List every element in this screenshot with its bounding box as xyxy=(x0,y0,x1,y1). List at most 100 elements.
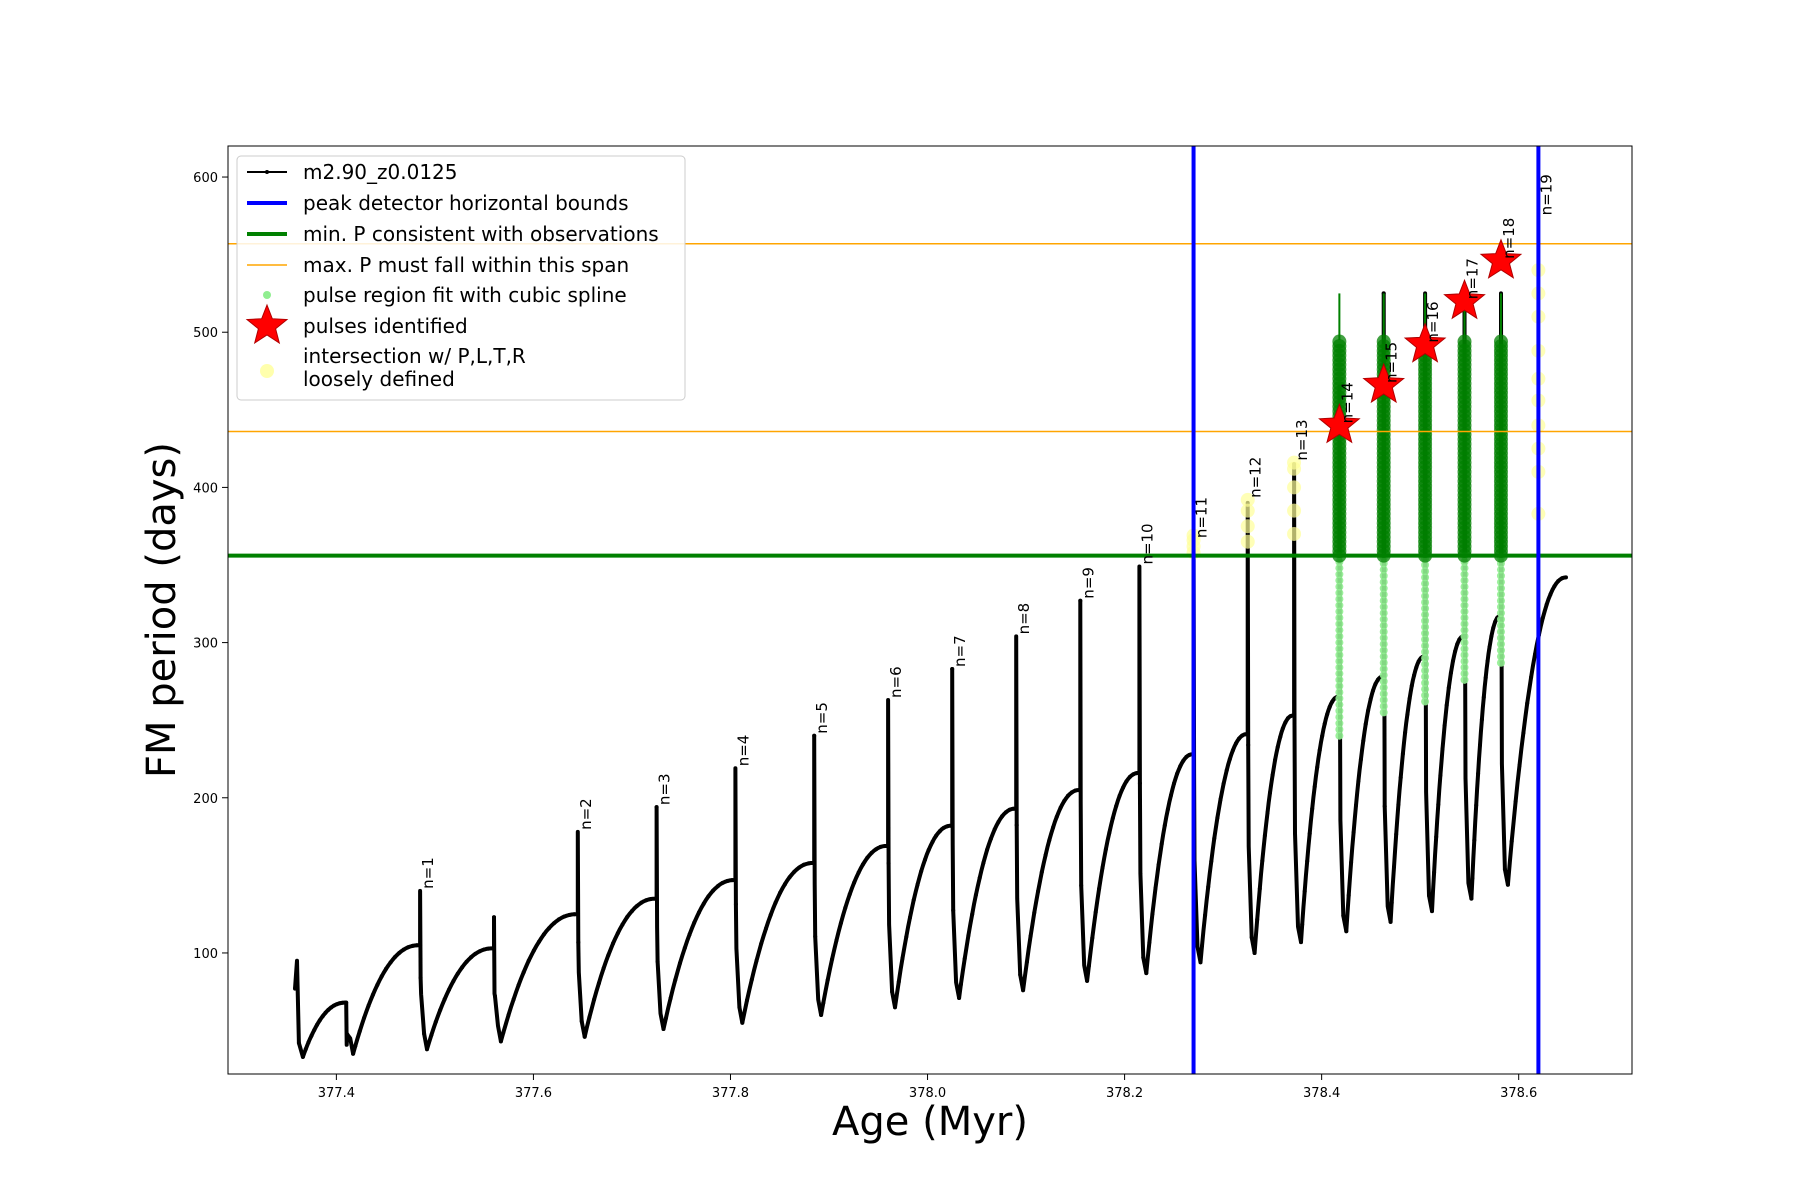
series-point xyxy=(1003,810,1008,815)
series-point xyxy=(663,1016,668,1021)
series-point xyxy=(1432,870,1437,875)
series-point xyxy=(847,892,852,897)
spline-point-light xyxy=(1379,615,1388,624)
series-point xyxy=(418,943,423,948)
series-point xyxy=(1156,862,1161,867)
series-point xyxy=(1398,775,1403,780)
series-point xyxy=(1144,971,1149,976)
spline-point-light xyxy=(1335,688,1344,697)
spline-point-light xyxy=(1460,644,1469,653)
series-point xyxy=(1153,886,1158,891)
series-point xyxy=(1478,743,1482,748)
spline-point-light xyxy=(1335,601,1344,610)
spline-point-light xyxy=(1460,669,1469,678)
series-point xyxy=(908,915,912,920)
legend-label: pulses identified xyxy=(303,314,468,338)
series-point xyxy=(606,953,611,958)
series-point xyxy=(1230,748,1235,753)
spline-point-light xyxy=(1335,731,1344,740)
series-point xyxy=(1525,701,1530,706)
series-point xyxy=(575,912,580,917)
series-point xyxy=(950,667,955,671)
series-point xyxy=(531,948,536,953)
spline-point-light xyxy=(1379,590,1388,599)
x-tick-label: 377.6 xyxy=(515,1086,552,1101)
series-point xyxy=(1212,836,1217,841)
series-point xyxy=(878,844,883,849)
series-point xyxy=(673,977,678,982)
series-point xyxy=(1028,934,1033,939)
series-point xyxy=(351,1051,356,1056)
spline-point-light xyxy=(1460,564,1469,573)
spline-point-light xyxy=(1460,638,1469,647)
series-point xyxy=(1252,951,1257,955)
series-point xyxy=(1416,659,1421,664)
series-point xyxy=(1275,745,1280,750)
spline-point-light xyxy=(1335,663,1344,672)
series-point xyxy=(1165,807,1170,812)
series-point xyxy=(865,855,870,860)
spline-point-light xyxy=(1496,621,1505,630)
series-point xyxy=(357,1029,362,1034)
series-point xyxy=(951,908,956,913)
series-point xyxy=(773,901,778,905)
series-point xyxy=(834,938,839,943)
series-point xyxy=(1481,695,1486,700)
spline-point-dark xyxy=(1493,334,1508,349)
series-point xyxy=(353,1044,358,1048)
series-point xyxy=(1291,713,1296,718)
spline-point-light xyxy=(1421,678,1430,687)
series-point xyxy=(1505,882,1510,887)
series-point xyxy=(1430,909,1434,914)
series-point xyxy=(1137,770,1142,775)
series-point xyxy=(941,825,946,830)
series-point xyxy=(1483,675,1488,680)
series-point xyxy=(869,850,874,855)
spline-point-dark xyxy=(1457,334,1472,349)
series-point xyxy=(1054,814,1059,819)
spline-point-light xyxy=(1421,685,1430,694)
series-point xyxy=(406,945,411,950)
spline-point-light xyxy=(1421,697,1430,706)
series-point xyxy=(720,880,725,885)
series-point xyxy=(1249,935,1254,940)
series-point xyxy=(737,1005,742,1010)
series-point xyxy=(1529,675,1534,680)
series-point xyxy=(1448,671,1453,675)
legend-label-line2: loosely defined xyxy=(303,367,455,391)
series-point xyxy=(1556,579,1561,584)
series-point xyxy=(1434,834,1439,839)
series-point xyxy=(1047,838,1052,843)
spline-point-light xyxy=(1460,595,1469,604)
series-point xyxy=(300,1054,305,1059)
spline-point-light xyxy=(1421,691,1430,700)
spline-point-light xyxy=(1379,602,1388,611)
plot-frame xyxy=(227,145,1633,1075)
spline-point-light xyxy=(1335,626,1344,635)
pulse-label-n=2: n=2 xyxy=(577,798,595,830)
series-point xyxy=(787,875,792,880)
plot-content xyxy=(228,146,1632,1074)
series-point xyxy=(1533,652,1537,657)
spline-point-light xyxy=(1421,629,1430,638)
series-point xyxy=(1121,785,1125,790)
series-point xyxy=(1246,743,1251,747)
series-point xyxy=(1451,658,1455,663)
legend-label: m2.90_z0.0125 xyxy=(303,160,458,184)
series-point xyxy=(893,1005,897,1010)
series-point xyxy=(648,897,653,901)
series-point xyxy=(778,890,783,895)
series-point xyxy=(562,914,567,919)
spline-point-light xyxy=(1496,584,1505,593)
series-point xyxy=(655,959,660,964)
spline-region-17 xyxy=(1457,293,1472,684)
series-point xyxy=(1150,912,1155,916)
pulse-label-n=16: n=16 xyxy=(1424,301,1442,342)
series-point xyxy=(812,733,817,738)
spline-point-light xyxy=(1335,595,1344,604)
series-point xyxy=(1203,913,1208,918)
series-point xyxy=(1260,858,1265,863)
series-point xyxy=(1021,988,1026,993)
series-point xyxy=(1200,943,1204,948)
x-axis-title: Age (Myr) xyxy=(832,1099,1028,1145)
